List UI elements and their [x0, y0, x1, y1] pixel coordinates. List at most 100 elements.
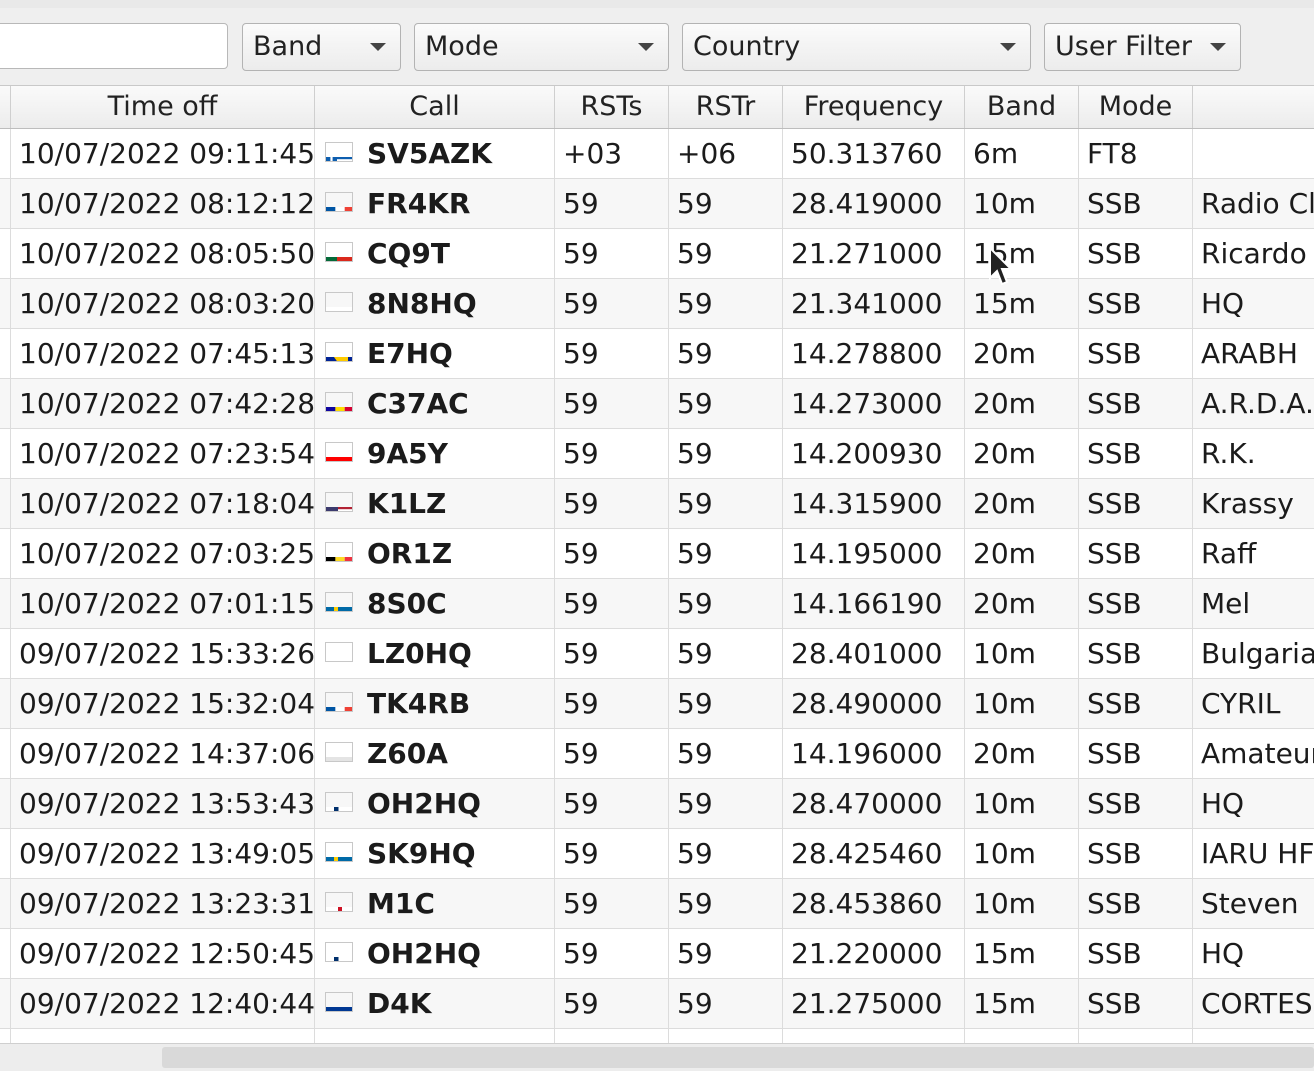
row-header[interactable] — [0, 629, 11, 679]
rst-received-cell[interactable]: 59 — [669, 929, 783, 979]
table-row[interactable]: 09/07/2022 15:33:26 LZ0HQ 59 59 28.401000 10m… — [0, 629, 1314, 679]
mode-cell[interactable]: SSB — [1079, 729, 1193, 779]
table-row[interactable]: 10/07/2022 08:05:50 CQ9T 59 59 21.271000 15m S… — [0, 229, 1314, 279]
row-header[interactable] — [0, 729, 11, 779]
name-cell[interactable]: R.K. — [1193, 429, 1314, 479]
table-row[interactable]: 10/07/2022 07:03:25 OR1Z 59 59 14.195000 20m S… — [0, 529, 1314, 579]
table-row[interactable]: 10/07/2022 07:42:28 C37AC 59 59 14.273000 20m… — [0, 379, 1314, 429]
table-row[interactable]: 10/07/2022 08:03:20 8N8HQ 59 59 21.341000 15m… — [0, 279, 1314, 329]
name-cell[interactable]: Bulgaria — [1193, 629, 1314, 679]
name-cell[interactable]: Ricardo — [1193, 229, 1314, 279]
band-cell[interactable] — [965, 1029, 1079, 1044]
call-cell[interactable]: SV5AZK — [315, 129, 555, 179]
band-cell[interactable]: 10m — [965, 829, 1079, 879]
band-cell[interactable]: 20m — [965, 529, 1079, 579]
rst-sent-cell[interactable]: 59 — [555, 729, 669, 779]
name-cell[interactable]: Radio Clu — [1193, 179, 1314, 229]
column-header-rsts[interactable]: RSTs — [555, 86, 669, 128]
row-header[interactable] — [0, 379, 11, 429]
row-header[interactable] — [0, 579, 11, 629]
column-header-name[interactable] — [1193, 86, 1314, 128]
table-row[interactable]: 09/07/2022 12:50:45 OH2HQ 59 59 21.220000 15m… — [0, 929, 1314, 979]
rst-sent-cell[interactable]: 59 — [555, 829, 669, 879]
name-cell[interactable]: CORTESI — [1193, 979, 1314, 1029]
rst-sent-cell[interactable]: 59 — [555, 179, 669, 229]
row-header[interactable] — [0, 979, 11, 1029]
table-row[interactable]: 10/07/2022 07:45:13 E7HQ 59 59 14.278800 20m S… — [0, 329, 1314, 379]
frequency-cell[interactable]: 21.341000 — [783, 279, 965, 329]
time-off-cell[interactable]: 10/07/2022 09:11:45 — [11, 129, 315, 179]
call-cell[interactable]: 8N8HQ — [315, 279, 555, 329]
row-header[interactable] — [0, 879, 11, 929]
frequency-cell[interactable]: 28.453860 — [783, 879, 965, 929]
name-cell[interactable] — [1193, 129, 1314, 179]
time-off-cell[interactable]: 10/07/2022 08:03:20 — [11, 279, 315, 329]
rst-received-cell[interactable]: 59 — [669, 479, 783, 529]
rst-sent-cell[interactable] — [555, 1029, 669, 1044]
band-cell[interactable]: 6m — [965, 129, 1079, 179]
name-cell[interactable]: IARU HF — [1193, 829, 1314, 879]
rst-received-cell[interactable]: 59 — [669, 229, 783, 279]
row-header[interactable] — [0, 229, 11, 279]
rst-received-cell[interactable]: 59 — [669, 829, 783, 879]
time-off-cell[interactable]: 10/07/2022 08:12:12 — [11, 179, 315, 229]
row-header[interactable] — [0, 779, 11, 829]
band-cell[interactable]: 20m — [965, 729, 1079, 779]
time-off-cell[interactable]: 09/07/2022 13:53:43 — [11, 779, 315, 829]
call-cell[interactable]: D4K — [315, 979, 555, 1029]
mode-cell[interactable]: SSB — [1079, 929, 1193, 979]
band-cell[interactable]: 15m — [965, 279, 1079, 329]
frequency-cell[interactable]: 21.271000 — [783, 229, 965, 279]
table-row[interactable]: 09/07/2022 13:23:31 M1C 59 59 28.453860 10m SS… — [0, 879, 1314, 929]
band-cell[interactable]: 20m — [965, 579, 1079, 629]
name-cell[interactable]: HQ — [1193, 279, 1314, 329]
call-cell[interactable]: FR4KR — [315, 179, 555, 229]
frequency-cell[interactable]: 28.490000 — [783, 679, 965, 729]
band-cell[interactable]: 15m — [965, 979, 1079, 1029]
rst-received-cell[interactable]: +06 — [669, 129, 783, 179]
call-cell[interactable] — [315, 1029, 555, 1044]
time-off-cell[interactable]: 10/07/2022 07:18:04 — [11, 479, 315, 529]
time-off-cell[interactable]: 09/07/2022 13:49:05 — [11, 829, 315, 879]
call-cell[interactable]: K1LZ — [315, 479, 555, 529]
table-row[interactable]: 09/07/2022 12:40:44 D4K 59 59 21.275000 15m SS… — [0, 979, 1314, 1029]
frequency-cell[interactable]: 14.195000 — [783, 529, 965, 579]
call-cell[interactable]: OH2HQ — [315, 779, 555, 829]
call-cell[interactable]: C37AC — [315, 379, 555, 429]
name-cell[interactable]: Amateur — [1193, 729, 1314, 779]
frequency-cell[interactable]: 14.196000 — [783, 729, 965, 779]
rst-sent-cell[interactable]: 59 — [555, 979, 669, 1029]
name-cell[interactable]: Mel — [1193, 579, 1314, 629]
scrollbar-thumb[interactable] — [162, 1047, 1314, 1068]
rst-received-cell[interactable]: 59 — [669, 379, 783, 429]
time-off-cell[interactable]: 10/07/2022 07:23:54 — [11, 429, 315, 479]
name-cell[interactable]: Krassy — [1193, 479, 1314, 529]
mode-cell[interactable]: SSB — [1079, 529, 1193, 579]
rst-sent-cell[interactable]: 59 — [555, 879, 669, 929]
country-filter-combo[interactable]: Country — [682, 23, 1031, 71]
mode-cell[interactable]: SSB — [1079, 579, 1193, 629]
frequency-cell[interactable]: 28.401000 — [783, 629, 965, 679]
band-cell[interactable]: 20m — [965, 429, 1079, 479]
table-row[interactable]: 09/07/2022 14:37:06? Z60A 59 59 14.196000 20m… — [0, 729, 1314, 779]
band-cell[interactable]: 10m — [965, 179, 1079, 229]
band-cell[interactable]: 20m — [965, 329, 1079, 379]
rst-sent-cell[interactable]: 59 — [555, 529, 669, 579]
rst-sent-cell[interactable]: 59 — [555, 429, 669, 479]
band-cell[interactable]: 20m — [965, 479, 1079, 529]
call-cell[interactable]: OR1Z — [315, 529, 555, 579]
mode-cell[interactable]: SSB — [1079, 879, 1193, 929]
search-input[interactable] — [0, 23, 228, 69]
frequency-cell[interactable] — [783, 1029, 965, 1044]
column-header-rstr[interactable]: RSTr — [669, 86, 783, 128]
name-cell[interactable]: HQ — [1193, 779, 1314, 829]
rst-received-cell[interactable]: 59 — [669, 329, 783, 379]
rst-sent-cell[interactable]: 59 — [555, 479, 669, 529]
rst-sent-cell[interactable]: 59 — [555, 779, 669, 829]
row-header[interactable] — [0, 479, 11, 529]
band-cell[interactable]: 20m — [965, 379, 1079, 429]
table-row[interactable]: 10/07/2022 08:12:12 FR4KR 59 59 28.419000 10m… — [0, 179, 1314, 229]
rst-sent-cell[interactable]: +03 — [555, 129, 669, 179]
name-cell[interactable]: A.R.D.A. — [1193, 379, 1314, 429]
mode-cell[interactable]: SSB — [1079, 779, 1193, 829]
